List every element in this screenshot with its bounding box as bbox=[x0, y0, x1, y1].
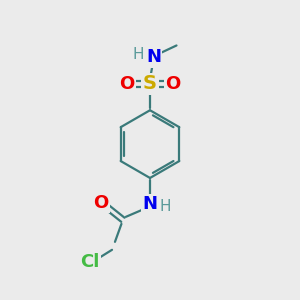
Text: O: O bbox=[119, 75, 135, 93]
Text: N: N bbox=[146, 48, 161, 66]
Text: N: N bbox=[142, 196, 158, 214]
Text: H: H bbox=[160, 199, 171, 214]
Text: O: O bbox=[93, 194, 109, 212]
Text: H: H bbox=[133, 47, 144, 62]
Text: S: S bbox=[143, 74, 157, 93]
Text: Cl: Cl bbox=[80, 254, 99, 272]
Text: O: O bbox=[165, 75, 181, 93]
